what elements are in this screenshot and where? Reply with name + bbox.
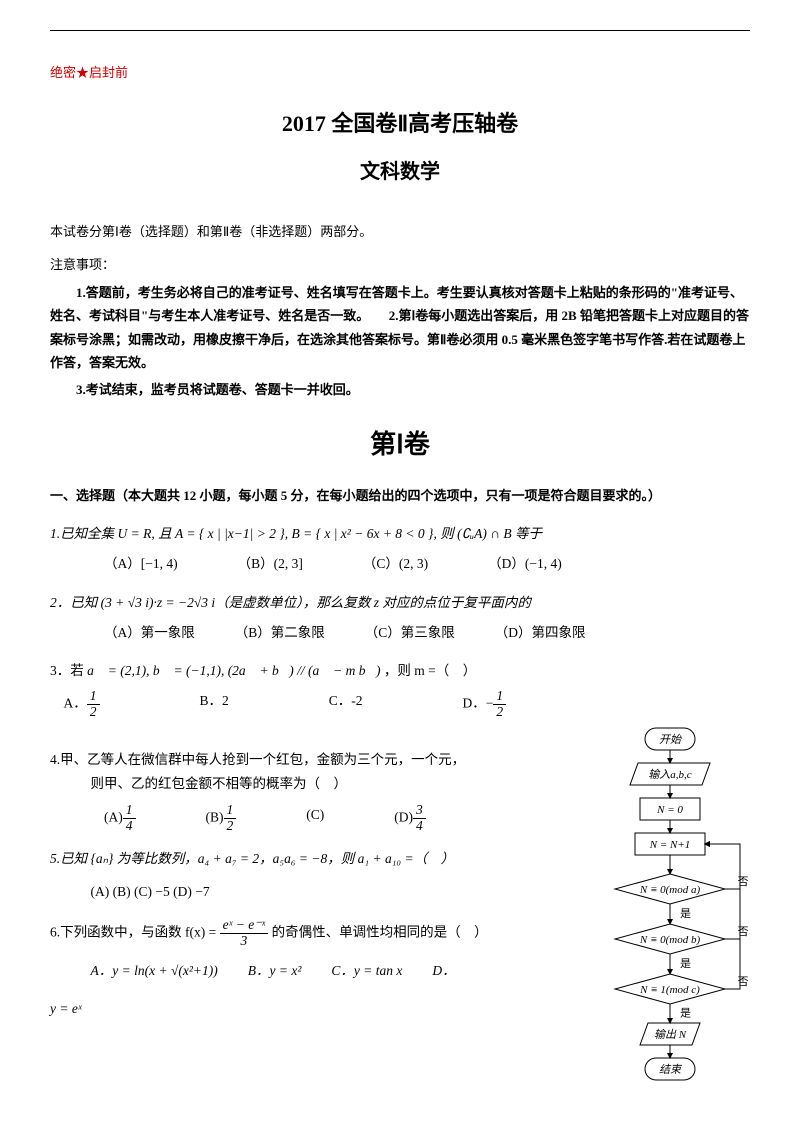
q1-opt-c: （C）(2, 3) — [363, 552, 428, 576]
q6-opt-d: D． — [432, 959, 455, 983]
q1-options: （A）[−1, 4) （B）(2, 3] （C）(2, 3) （D）(−1, 4… — [104, 552, 750, 576]
q6-opt-b: B．y = x² — [248, 959, 302, 983]
q4-text2: 则甲、乙的红包金额不相等的概率为（ ） — [91, 772, 581, 796]
q6-opt-a: A．y = ln(x + √(x²+1)) — [91, 959, 218, 983]
q1-opt-b: （B）(2, 3] — [238, 552, 303, 576]
q3-post: ，则 m =（ ） — [384, 663, 476, 678]
q6-pre: 6.下列函数中，与函数 f(x) = — [50, 924, 220, 939]
q1-opt-a: （A）[−1, 4) — [104, 552, 178, 576]
secret-label: 绝密★启封前 — [50, 61, 750, 84]
q6-opt-d2: y = eˣ — [50, 997, 580, 1021]
q1-opt-d: （D）(−1, 4) — [488, 552, 562, 576]
svg-text:否: 否 — [738, 976, 749, 988]
section-1-title: 第Ⅰ卷 — [50, 422, 750, 469]
q2-text: 2．已知 (3 + √3 i)·z = −2√3 i（是虚数单位），那么复数 z… — [50, 595, 531, 610]
q2-options: （A）第一象限 （B）第二象限 （C）第三象限 （D）第四象限 — [104, 621, 750, 645]
q4-options: (A)14 (B)12 (C) (D)34 — [104, 803, 580, 834]
q3-pre: 3．若 — [50, 663, 87, 678]
main-column: 4.甲、乙等人在微信群中每人抢到一个红包，金额为三个元，一个元， 则甲、乙的红包… — [50, 734, 580, 1035]
svg-text:是: 是 — [680, 957, 691, 970]
svg-text:否: 否 — [738, 876, 749, 888]
question-4: 4.甲、乙等人在微信群中每人抢到一个红包，金额为三个元，一个元， 则甲、乙的红包… — [50, 748, 580, 833]
svg-text:N ≡ 0(mod a): N ≡ 0(mod a) — [639, 884, 701, 896]
section-1-desc: 一、选择题（本大题共 12 小题，每小题 5 分，在每小题给出的四个选项中，只有… — [50, 484, 750, 507]
svg-text:输出 N: 输出 N — [654, 1028, 687, 1041]
q1-text: 1.已知全集 U = R, 且 A = { x | |x−1| > 2 }, B… — [50, 526, 542, 541]
q3-vec: a⃗ = (2,1), b⃗ = (−1,1), (2a⃗ + b⃗) // (… — [87, 663, 380, 678]
q3-options: A．12 B．2 C．-2 D．−12 — [64, 689, 751, 720]
svg-text:N ≡ 0(mod b): N ≡ 0(mod b) — [639, 934, 701, 946]
flowchart-svg: 开始输入a,b,c N = 0 N = N+1 N ≡ 0(mod a) N ≡ 0(m… — [590, 724, 750, 1094]
q3-opt-a: A．12 — [64, 689, 100, 720]
q4-opt-a: (A)14 — [104, 803, 136, 834]
q5-text: 5.已知 {aₙ} 为等比数列，a₄ + a₇ = 2，a₅a₆ = −8，则 … — [50, 851, 454, 866]
question-5: 5.已知 {aₙ} 为等比数列，a₄ + a₇ = 2，a₅a₆ = −8，则 … — [50, 847, 580, 904]
q2-opt-b: （B）第二象限 — [235, 621, 325, 645]
q2-opt-d: （D）第四象限 — [495, 621, 586, 645]
question-2: 2．已知 (3 + √3 i)·z = −2√3 i（是虚数单位），那么复数 z… — [50, 591, 750, 646]
q2-opt-c: （C）第三象限 — [365, 621, 455, 645]
notice-1: 1.答题前，考生务必将自己的准考证号、姓名填写在答题卡上。考生要认真核对答题卡上… — [50, 281, 750, 375]
q4-opt-d: (D)34 — [394, 803, 426, 834]
q5-opts: (A) (B) (C) −5 (D) −7 — [91, 880, 581, 904]
question-3: 3．若 a⃗ = (2,1), b⃗ = (−1,1), (2a⃗ + b⃗) … — [50, 659, 750, 720]
notice-heading: 注意事项： — [50, 253, 750, 276]
svg-text:是: 是 — [680, 907, 691, 920]
q6-options: A．y = ln(x + √(x²+1)) B．y = x² C．y = tan… — [91, 959, 581, 983]
svg-text:N = 0: N = 0 — [656, 804, 683, 816]
paper-subtitle: 文科数学 — [50, 154, 750, 190]
q4-text: 4.甲、乙等人在微信群中每人抢到一个红包，金额为三个元，一个元， — [50, 752, 465, 767]
svg-text:开始: 开始 — [659, 733, 682, 746]
intro-text: 本试卷分第Ⅰ卷（选择题）和第Ⅱ卷（非选择题）两部分。 — [50, 220, 750, 243]
q6-frac: eˣ − e⁻ˣ3 — [220, 918, 269, 949]
lower-row: 4.甲、乙等人在微信群中每人抢到一个红包，金额为三个元，一个元， 则甲、乙的红包… — [50, 734, 750, 1103]
q4-opt-b: (B)12 — [206, 803, 237, 834]
flowchart: 开始输入a,b,c N = 0 N = N+1 N ≡ 0(mod a) N ≡ 0(m… — [590, 724, 750, 1103]
q3-opt-b: B．2 — [200, 689, 229, 720]
q3-opt-c: C．-2 — [329, 689, 363, 720]
notice-3: 3.考试结束，监考员将试题卷、答题卡一并收回。 — [50, 378, 750, 401]
question-1: 1.已知全集 U = R, 且 A = { x | |x−1| > 2 }, B… — [50, 522, 750, 577]
q6-opt-c: C．y = tan x — [331, 959, 402, 983]
paper-title: 2017 全国卷Ⅱ高考压轴卷 — [50, 104, 750, 144]
svg-text:是: 是 — [680, 1007, 691, 1020]
svg-text:否: 否 — [738, 926, 749, 938]
svg-text:结束: 结束 — [659, 1063, 683, 1076]
q2-opt-a: （A）第一象限 — [104, 621, 195, 645]
svg-text:输入a,b,c: 输入a,b,c — [648, 768, 691, 781]
q3-opt-d: D．−12 — [463, 689, 507, 720]
q6-post: 的奇偶性、单调性均相同的是（ ） — [272, 924, 488, 939]
svg-text:N ≡ 1(mod c): N ≡ 1(mod c) — [639, 984, 700, 996]
question-6: 6.下列函数中，与函数 f(x) = eˣ − e⁻ˣ3 的奇偶性、单调性均相同… — [50, 918, 580, 1021]
q4-opt-c: (C) — [306, 803, 324, 834]
svg-text:N = N+1: N = N+1 — [649, 839, 691, 851]
top-rule — [50, 30, 750, 31]
